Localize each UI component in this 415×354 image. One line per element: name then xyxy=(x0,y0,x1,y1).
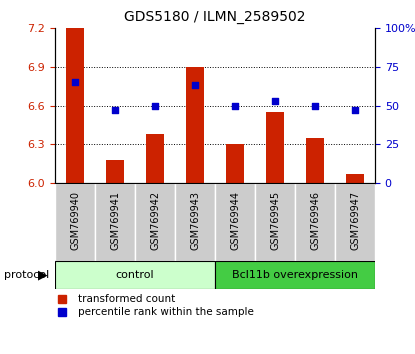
Text: protocol: protocol xyxy=(4,270,49,280)
Point xyxy=(272,98,278,104)
Text: ▶: ▶ xyxy=(39,268,48,281)
Text: GSM769944: GSM769944 xyxy=(230,191,240,250)
Bar xyxy=(146,134,164,183)
Text: control: control xyxy=(116,270,154,280)
Point xyxy=(352,107,358,113)
Bar xyxy=(55,183,95,261)
Point xyxy=(312,103,318,108)
Text: GSM769941: GSM769941 xyxy=(110,191,120,250)
Bar xyxy=(215,261,375,289)
Bar xyxy=(55,261,215,289)
Text: GSM769947: GSM769947 xyxy=(350,191,360,250)
Bar xyxy=(215,183,255,261)
Bar xyxy=(106,160,124,183)
Bar xyxy=(135,183,175,261)
Bar xyxy=(335,183,375,261)
Text: GSM769942: GSM769942 xyxy=(150,191,160,250)
Bar xyxy=(306,138,324,183)
Bar xyxy=(186,67,204,183)
Bar xyxy=(66,28,84,183)
Text: GSM769940: GSM769940 xyxy=(70,191,80,250)
Bar xyxy=(346,174,364,183)
Point xyxy=(232,103,238,108)
Text: GSM769943: GSM769943 xyxy=(190,191,200,250)
Text: Bcl11b overexpression: Bcl11b overexpression xyxy=(232,270,358,280)
Legend: transformed count, percentile rank within the sample: transformed count, percentile rank withi… xyxy=(52,294,254,317)
Bar xyxy=(266,112,284,183)
Bar xyxy=(95,183,135,261)
Point xyxy=(72,79,78,85)
Bar xyxy=(226,144,244,183)
Title: GDS5180 / ILMN_2589502: GDS5180 / ILMN_2589502 xyxy=(124,10,306,24)
Bar xyxy=(295,183,335,261)
Text: GSM769946: GSM769946 xyxy=(310,191,320,250)
Bar xyxy=(175,183,215,261)
Point xyxy=(151,103,158,108)
Bar xyxy=(255,183,295,261)
Point xyxy=(192,82,198,88)
Point xyxy=(112,107,118,113)
Text: GSM769945: GSM769945 xyxy=(270,191,280,250)
